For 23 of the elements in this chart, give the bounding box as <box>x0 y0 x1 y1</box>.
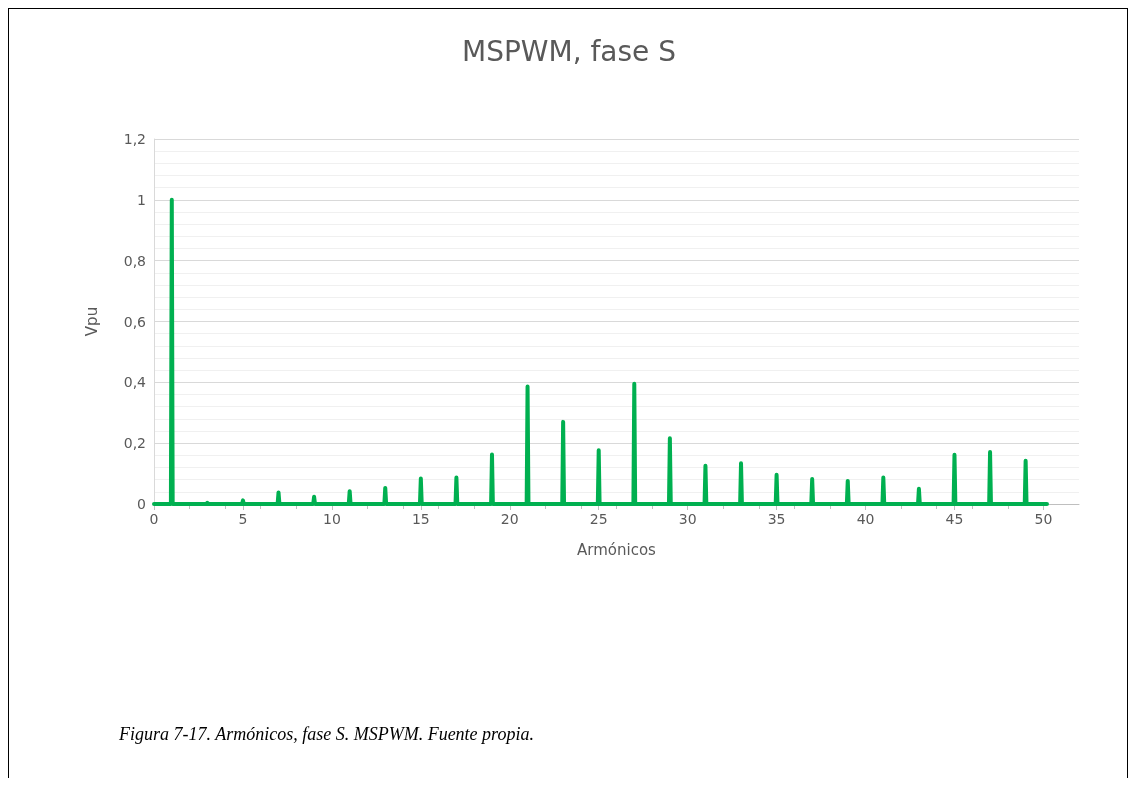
x-tick-label: 30 <box>678 511 697 527</box>
y-tick-label: 0 <box>137 496 146 512</box>
y-tick-label: 1,2 <box>123 131 146 147</box>
y-tick-label: 1 <box>137 191 146 208</box>
x-axis-title: Armónicos <box>577 540 657 559</box>
line-series <box>152 197 1049 506</box>
text: Figura 7-17. Armónicos, fase S. MSPWM. Fuente propia. <box>119 724 534 745</box>
y-tick-label: 0,4 <box>123 374 147 391</box>
x-tick-label: 5 <box>238 511 248 527</box>
x-tick-label: 0 <box>149 511 159 527</box>
x-tick-label: 50 <box>1034 511 1053 527</box>
y-tick-label: 0,2 <box>123 435 146 452</box>
chart-title: MSPWM, fase S <box>462 34 676 68</box>
y-axis-title: Vpu <box>82 306 101 337</box>
x-tick-label: 40 <box>856 511 875 527</box>
x-tick-label: 45 <box>945 511 964 527</box>
x-tick-label: 10 <box>322 511 341 527</box>
x-tick-label: 35 <box>767 511 786 527</box>
x-tick-label: 15 <box>411 511 430 527</box>
y-tick-label: 0,8 <box>123 252 146 269</box>
x-tick-label: 20 <box>500 511 519 527</box>
x-tick-label: 25 <box>589 511 608 527</box>
y-tick-label: 0,6 <box>123 313 147 330</box>
